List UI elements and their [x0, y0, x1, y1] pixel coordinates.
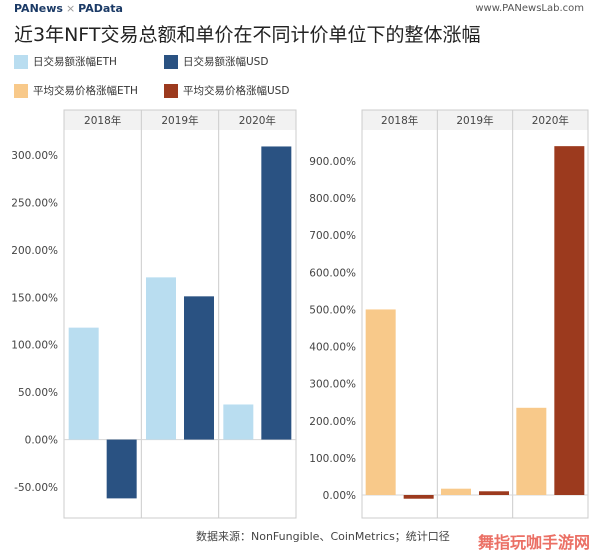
y-tick-label: 400.00% — [309, 342, 356, 354]
bar — [68, 327, 99, 440]
category-label: 2020年 — [239, 114, 276, 127]
top-bar: PANews × PAData www.PANewsLab.com — [0, 0, 596, 18]
y-tick-label: 100.00% — [11, 340, 58, 352]
legend-label: 日交易额涨幅ETH — [33, 56, 117, 68]
bar — [516, 407, 547, 495]
site-url: www.PANewsLab.com — [475, 3, 584, 14]
legend-swatch — [164, 83, 178, 98]
legend-item-eth-volume: 日交易额涨幅ETH — [14, 54, 117, 69]
watermark: 舞指玩咖手游网 — [477, 533, 590, 552]
legend-item-eth-price: 平均交易价格涨幅ETH — [14, 83, 138, 98]
legend-label: 平均交易价格涨幅ETH — [33, 85, 138, 97]
padata-logo: PAData — [78, 2, 123, 15]
y-tick-label: 900.00% — [309, 156, 356, 168]
legend-swatch — [164, 54, 178, 69]
y-tick-label: 500.00% — [309, 304, 356, 316]
category-header-band — [362, 110, 588, 130]
y-tick-label: 100.00% — [309, 453, 356, 465]
y-tick-label: 200.00% — [11, 245, 58, 257]
y-tick-label: 800.00% — [309, 193, 356, 205]
legend-label: 日交易额涨幅USD — [183, 56, 269, 68]
bar — [479, 491, 509, 495]
legend-item-usd-price: 平均交易价格涨幅USD — [164, 83, 289, 98]
category-label: 2018年 — [84, 114, 121, 127]
y-tick-label: 300.00% — [309, 379, 356, 391]
bar — [146, 277, 176, 440]
y-tick-label: 50.00% — [18, 387, 58, 399]
bar — [365, 309, 396, 495]
category-header-band — [64, 110, 296, 130]
y-tick-label: 300.00% — [11, 150, 58, 162]
y-tick-label: 0.00% — [25, 435, 58, 447]
category-label: 2018年 — [381, 114, 418, 127]
brand-logos: PANews × PAData — [14, 2, 123, 15]
data-source-note: 数据来源：NonFungible、CoinMetrics；统计口径 — [196, 530, 450, 543]
category-label: 2019年 — [161, 114, 198, 127]
y-tick-label: 200.00% — [309, 416, 356, 428]
y-tick-label: 150.00% — [11, 292, 58, 304]
bar — [403, 495, 434, 499]
bar — [554, 146, 585, 495]
y-tick-label: 700.00% — [309, 230, 356, 242]
y-tick-label: -50.00% — [14, 482, 58, 494]
y-tick-label: 0.00% — [323, 490, 356, 502]
legend-item-usd-volume: 日交易额涨幅USD — [164, 54, 268, 69]
chart-frame — [361, 109, 589, 519]
y-tick-label: 600.00% — [309, 267, 356, 279]
chart-frame — [63, 109, 297, 519]
legend-swatch — [14, 83, 28, 98]
legend: 日交易额涨幅ETH 日交易额涨幅USD 平均交易价格涨幅ETH 平均交易价格涨幅… — [14, 52, 594, 102]
bar — [441, 488, 471, 495]
brand-separator: × — [65, 2, 76, 15]
panews-logo: PANews — [14, 2, 63, 15]
bar — [261, 146, 292, 440]
category-label: 2020年 — [532, 114, 569, 127]
legend-swatch — [14, 54, 28, 69]
bar — [184, 296, 214, 440]
bar — [223, 404, 254, 440]
chart-title: 近3年NFT交易总额和单价在不同计价单位下的整体涨幅 — [14, 24, 481, 46]
legend-label: 平均交易价格涨幅USD — [183, 85, 290, 97]
y-tick-label: 250.00% — [11, 197, 58, 209]
bar — [106, 439, 137, 499]
category-label: 2019年 — [456, 114, 493, 127]
